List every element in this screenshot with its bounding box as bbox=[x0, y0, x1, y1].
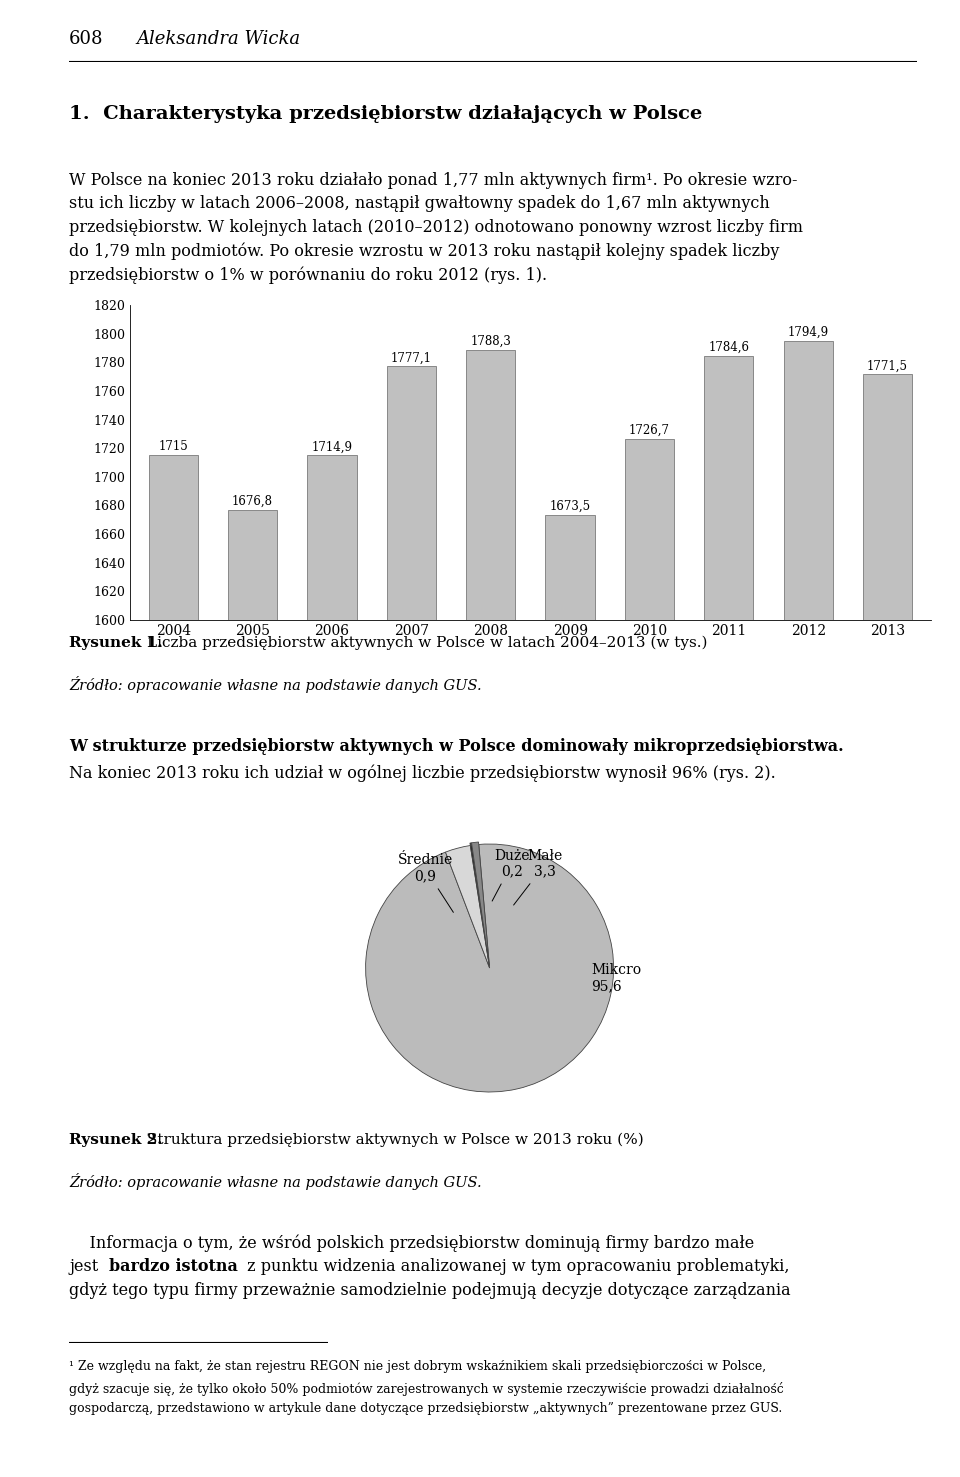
Text: Informacja o tym, że wśród polskich przedsiębiorstw dominują firmy bardzo małe: Informacja o tym, że wśród polskich prze… bbox=[69, 1235, 755, 1252]
Bar bbox=[228, 510, 277, 620]
Wedge shape bbox=[469, 843, 490, 966]
Text: jest: jest bbox=[69, 1258, 104, 1276]
Text: gdyż szacuje się, że tylko około 50% podmiotów zarejestrowanych w systemie rzecz: gdyż szacuje się, że tylko około 50% pod… bbox=[69, 1381, 784, 1396]
Text: Rysunek 1.: Rysunek 1. bbox=[69, 637, 163, 650]
Text: 1771,5: 1771,5 bbox=[867, 359, 908, 372]
Text: Aleksandra Wicka: Aleksandra Wicka bbox=[136, 30, 300, 47]
Text: Mikcro
95,6: Mikcro 95,6 bbox=[591, 963, 641, 993]
Wedge shape bbox=[471, 842, 490, 966]
Bar bbox=[783, 341, 832, 620]
Text: 608: 608 bbox=[69, 30, 104, 47]
Wedge shape bbox=[366, 843, 613, 1092]
Text: 1784,6: 1784,6 bbox=[708, 341, 750, 353]
Text: Średnie
0,9: Średnie 0,9 bbox=[397, 854, 453, 913]
Bar bbox=[545, 515, 594, 620]
Text: bardzo istotna: bardzo istotna bbox=[109, 1258, 238, 1276]
Text: Małe
3,3: Małe 3,3 bbox=[514, 848, 563, 905]
Text: Struktura przedsiębiorstw aktywnych w Polsce w 2013 roku (%): Struktura przedsiębiorstw aktywnych w Po… bbox=[147, 1133, 644, 1148]
Text: przedsiębiorstw o 1% w porównaniu do roku 2012 (rys. 1).: przedsiębiorstw o 1% w porównaniu do rok… bbox=[69, 266, 547, 284]
Text: 1.  Charakterystyka przedsiębiorstw działających w Polsce: 1. Charakterystyka przedsiębiorstw dział… bbox=[69, 105, 703, 123]
Bar bbox=[149, 455, 198, 620]
Bar bbox=[387, 366, 436, 620]
Text: 1714,9: 1714,9 bbox=[311, 440, 352, 453]
Text: przedsiębiorstw. W kolejnych latach (2010–2012) odnotowano ponowny wzrost liczby: przedsiębiorstw. W kolejnych latach (201… bbox=[69, 219, 804, 236]
Text: gospodarczą, przedstawiono w artykule dane dotyczące przedsiębiorstw „aktywnych”: gospodarczą, przedstawiono w artykule da… bbox=[69, 1403, 782, 1415]
Text: 1777,1: 1777,1 bbox=[391, 352, 432, 365]
Text: Liczba przedsiębiorstw aktywnych w Polsce w latach 2004–2013 (w tys.): Liczba przedsiębiorstw aktywnych w Polsc… bbox=[147, 637, 708, 650]
Text: 1715: 1715 bbox=[158, 440, 188, 453]
Text: stu ich liczby w latach 2006–2008, nastąpił gwałtowny spadek do 1,67 mln aktywny: stu ich liczby w latach 2006–2008, nastą… bbox=[69, 195, 770, 213]
Text: 1676,8: 1676,8 bbox=[232, 495, 273, 508]
Text: Źródło: opracowanie własne na podstawie danych GUS.: Źródło: opracowanie własne na podstawie … bbox=[69, 1173, 482, 1190]
Text: 1788,3: 1788,3 bbox=[470, 335, 511, 349]
Text: 1794,9: 1794,9 bbox=[787, 326, 828, 338]
Text: ¹ Ze względu na fakt, że stan rejestru REGON nie jest dobrym wskaźnikiem skali p: ¹ Ze względu na fakt, że stan rejestru R… bbox=[69, 1360, 766, 1374]
Text: W strukturze przedsiębiorstw aktywnych w Polsce dominowały mikroprzedsiębiorstwa: W strukturze przedsiębiorstw aktywnych w… bbox=[69, 738, 844, 755]
Bar bbox=[625, 439, 674, 620]
Text: Na koniec 2013 roku ich udział w ogólnej liczbie przedsiębiorstw wynosił 96% (ry: Na koniec 2013 roku ich udział w ogólnej… bbox=[69, 765, 776, 783]
Bar bbox=[307, 455, 356, 620]
Bar bbox=[467, 350, 516, 620]
Text: W Polsce na koniec 2013 roku działało ponad 1,77 mln aktywnych firm¹. Po okresie: W Polsce na koniec 2013 roku działało po… bbox=[69, 171, 798, 189]
Text: z punktu widzenia analizowanej w tym opracowaniu problematyki,: z punktu widzenia analizowanej w tym opr… bbox=[242, 1258, 789, 1276]
Text: Źródło: opracowanie własne na podstawie danych GUS.: Źródło: opracowanie własne na podstawie … bbox=[69, 676, 482, 693]
Bar bbox=[863, 375, 912, 620]
Wedge shape bbox=[445, 845, 490, 967]
Text: gdyż tego typu firmy przeważnie samodzielnie podejmują decyzje dotyczące zarządz: gdyż tego typu firmy przeważnie samodzie… bbox=[69, 1282, 791, 1298]
Bar bbox=[705, 356, 754, 620]
Text: 1726,7: 1726,7 bbox=[629, 424, 670, 436]
Text: do 1,79 mln podmiotów. Po okresie wzrostu w 2013 roku nastąpił kolejny spadek li: do 1,79 mln podmiotów. Po okresie wzrost… bbox=[69, 242, 780, 260]
Text: Rysunek 2.: Rysunek 2. bbox=[69, 1133, 162, 1148]
Text: Duże
0,2: Duże 0,2 bbox=[492, 848, 530, 901]
Text: 1673,5: 1673,5 bbox=[549, 499, 590, 513]
